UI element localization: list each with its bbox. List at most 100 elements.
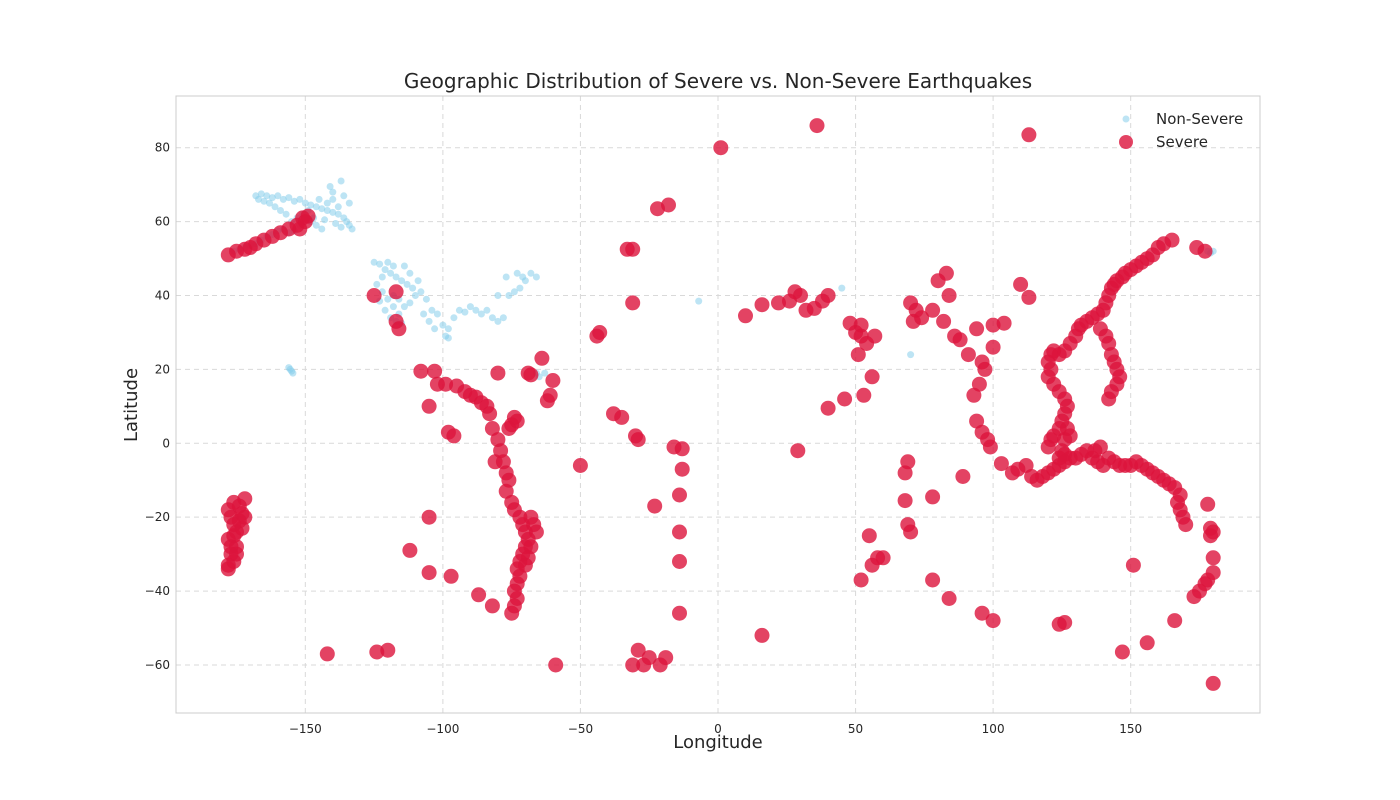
severe-point [941,288,957,303]
non-severe-point [532,273,540,281]
severe-point [974,605,990,621]
severe-point [925,572,941,588]
severe-point [985,339,1001,355]
severe-point [484,421,500,436]
non-severe-point [392,273,400,281]
non-severe-point [461,308,469,316]
severe-point [658,650,674,666]
severe-point [985,613,1001,629]
non-severe-point [329,208,337,216]
severe-point [661,197,676,213]
non-severe-point [376,260,384,268]
data-points [220,118,1221,691]
non-severe-point [315,195,323,203]
severe-point [1186,589,1202,605]
non-severe-point [373,280,381,288]
severe-point [969,321,985,337]
non-severe-point [384,295,392,303]
non-severe-point [389,303,397,311]
severe-point [672,524,687,540]
legend-marker-non-severe [1122,115,1130,123]
severe-point [938,265,954,281]
severe-point [438,376,454,392]
legend-label-non-severe: Non-Severe [1156,110,1243,128]
severe-point [528,524,544,540]
non-severe-point [406,299,414,307]
non-severe-point [271,203,279,211]
severe-point [545,373,561,388]
severe-point [900,454,916,470]
severe-point [793,288,808,303]
severe-point [982,439,998,455]
series-non-severe [230,177,1217,381]
severe-point [1205,550,1221,566]
severe-point [402,542,418,558]
non-severe-point [279,195,287,203]
severe-point [977,361,993,377]
non-severe-point [455,306,463,314]
severe-point [523,367,539,383]
severe-point [471,587,487,603]
legend: Non-Severe Severe [1119,110,1243,151]
severe-point [672,554,687,569]
non-severe-point [519,273,527,281]
severe-point [903,524,919,540]
non-severe-point [263,192,271,200]
non-severe-point [370,258,378,266]
non-severe-point [337,223,345,231]
plot-area-frame [175,95,1261,714]
non-severe-point [439,321,447,329]
x-tick-label: −150 [289,722,322,736]
severe-point [484,598,500,614]
non-severe-point [477,310,485,318]
severe-point [952,332,968,348]
severe-point [1178,517,1194,533]
non-severe-point [466,303,474,311]
non-severe-point [425,317,433,325]
severe-point [542,387,558,403]
non-severe-point [444,325,452,333]
severe-point [850,347,866,363]
severe-point [446,428,462,444]
non-severe-point [318,225,326,233]
severe-point [853,572,869,588]
severe-point [369,644,385,660]
non-severe-point [378,273,386,281]
non-severe-point [387,269,395,277]
non-severe-point [329,188,337,196]
non-severe-point [403,280,411,288]
severe-point [427,363,443,379]
severe-point [672,487,687,503]
non-severe-point [409,284,417,292]
severe-point [413,363,429,379]
non-severe-point [838,284,846,292]
non-severe-point [400,303,408,311]
x-axis-label: Longitude [673,732,763,753]
severe-point [738,308,753,324]
non-severe-point [307,201,315,209]
severe-point [960,347,976,363]
non-severe-point [472,306,480,314]
non-severe-point [428,306,436,314]
severe-point [482,406,498,422]
non-severe-point [277,207,284,214]
non-severe-point [296,195,304,203]
severe-point [790,443,806,459]
severe-point [641,650,657,666]
non-severe-point [285,194,293,202]
non-severe-point [406,269,414,277]
non-severe-point [332,220,340,227]
severe-point [498,483,514,499]
non-severe-point [417,288,425,296]
severe-point [672,605,687,621]
y-tick-label: 40 [155,289,170,303]
severe-point [391,321,407,337]
non-severe-point [442,332,450,340]
non-severe-point [420,310,428,318]
severe-point [380,642,396,658]
severe-point [853,317,869,333]
severe-point [713,140,729,156]
x-tick-label: 50 [848,722,863,736]
non-severe-point [483,306,491,314]
